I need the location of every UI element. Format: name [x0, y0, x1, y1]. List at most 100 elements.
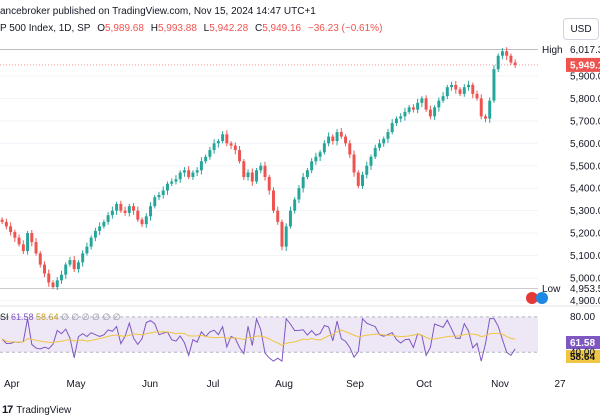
rsi-tick-80: 80.00 [570, 312, 595, 323]
currency-button[interactable]: USD [563, 18, 599, 40]
candle-body [513, 62, 517, 65]
candle-body [233, 145, 237, 151]
candle-body [165, 183, 169, 191]
candle-body [411, 107, 415, 110]
ohlc-low: L5,942.28 [203, 23, 249, 34]
candle-body [390, 123, 394, 133]
candle-body [386, 132, 390, 139]
candle-body [445, 87, 449, 97]
candle-body [93, 230, 97, 238]
candle-body [64, 264, 68, 275]
candle-body [433, 107, 437, 117]
candles [0, 47, 517, 290]
footer: 17 TradingView [0, 398, 600, 420]
candle-body [89, 237, 93, 247]
candle-body [187, 170, 191, 177]
candle-body [284, 226, 288, 247]
candle-body [297, 188, 301, 200]
candle-body [123, 210, 127, 213]
candle-body [255, 170, 259, 182]
candle-body [229, 143, 233, 146]
price-axis: 5,900.00 5,800.00 5,700.00 5,600.00 5,500.00… [526, 42, 600, 363]
price-tick-label: 5,400.00 [570, 184, 600, 195]
rsi-value-box [566, 336, 600, 349]
candle-body [26, 233, 30, 252]
price-tick-label: 5,200.00 [570, 229, 600, 240]
candle-body [221, 134, 225, 142]
candle-body [314, 156, 318, 162]
candle-body [136, 210, 140, 220]
candle-body [34, 242, 38, 254]
candle-body [43, 264, 47, 274]
candle-body [492, 69, 496, 101]
tradingview-logo[interactable]: 17 TradingView [2, 404, 71, 416]
candle-body [416, 102, 420, 110]
candle-body [454, 84, 458, 90]
candle-body [170, 181, 174, 184]
candle-body [348, 143, 352, 155]
candle-body [204, 156, 208, 162]
candle-body [132, 206, 136, 211]
candle-body [327, 136, 331, 144]
candle-body [428, 109, 432, 117]
candle-body [55, 280, 59, 288]
candle-body [361, 174, 365, 186]
time-tick-label: Jul [207, 379, 220, 390]
candle-body [382, 138, 386, 144]
price-chart[interactable]: SI 61.58 58.64 ∅ ∅ ∅ ∅ ∅ ∅ 5,900.00 5,800… [0, 40, 600, 398]
candle-body [441, 96, 445, 101]
candle-body [352, 154, 356, 173]
candle-body [72, 260, 76, 270]
candle-body [483, 116, 487, 119]
ohlc-high: H5,993.88 [150, 23, 197, 34]
candle-body [9, 226, 13, 233]
last-price-box [566, 57, 600, 72]
candle-body [420, 98, 424, 103]
candle-body [17, 237, 21, 245]
candle-body [377, 143, 381, 148]
candle-body [280, 221, 284, 247]
time-tick-label: May [67, 379, 86, 390]
candle-body [216, 141, 220, 144]
candle-body [424, 98, 428, 110]
chart-header: ancebroker published on TradingView.com,… [0, 0, 600, 40]
ohlc-close: C5,949.16 [254, 23, 302, 34]
rsi-header: SI 61.58 58.64 ∅ ∅ ∅ ∅ ∅ ∅ [0, 312, 121, 322]
candle-body [242, 161, 246, 177]
candle-body [471, 84, 475, 94]
candle-body [394, 118, 398, 124]
candle-body [13, 232, 17, 238]
candle-body [479, 98, 483, 117]
candle-body [238, 150, 242, 162]
candle-body [106, 215, 110, 222]
candle-body [271, 190, 275, 211]
candle-body [331, 136, 335, 142]
candle-body [199, 161, 203, 171]
low-value: 4,953.5 [570, 284, 600, 295]
rsi-ma-value: 58.64 [570, 352, 595, 363]
price-tick-label: 5,300.00 [570, 206, 600, 217]
tradingview-logo-icon: 17 [2, 404, 13, 416]
candle-body [462, 87, 466, 94]
candle-body [437, 100, 441, 108]
price-tick-label: 5,700.00 [570, 116, 600, 127]
published-line: ancebroker published on TradingView.com,… [0, 6, 316, 17]
candle-body [174, 179, 178, 182]
high-tag: High [542, 45, 563, 56]
candle-body [310, 161, 314, 171]
candle-body [76, 262, 80, 270]
candle-body [127, 206, 131, 213]
candle-body [276, 210, 280, 222]
low-tag: Low [542, 284, 561, 295]
rsi-line [1, 317, 516, 363]
candle-body [450, 84, 454, 88]
candle-body [500, 51, 504, 56]
time-tick-label: Jun [142, 379, 158, 390]
time-tick-label: Sep [346, 379, 364, 390]
price-tick-label: 4,900.00 [570, 296, 600, 307]
candle-body [505, 51, 509, 56]
candle-body [467, 84, 471, 88]
candle-body [182, 170, 186, 173]
candle-body [119, 203, 123, 211]
candle-body [140, 219, 144, 225]
